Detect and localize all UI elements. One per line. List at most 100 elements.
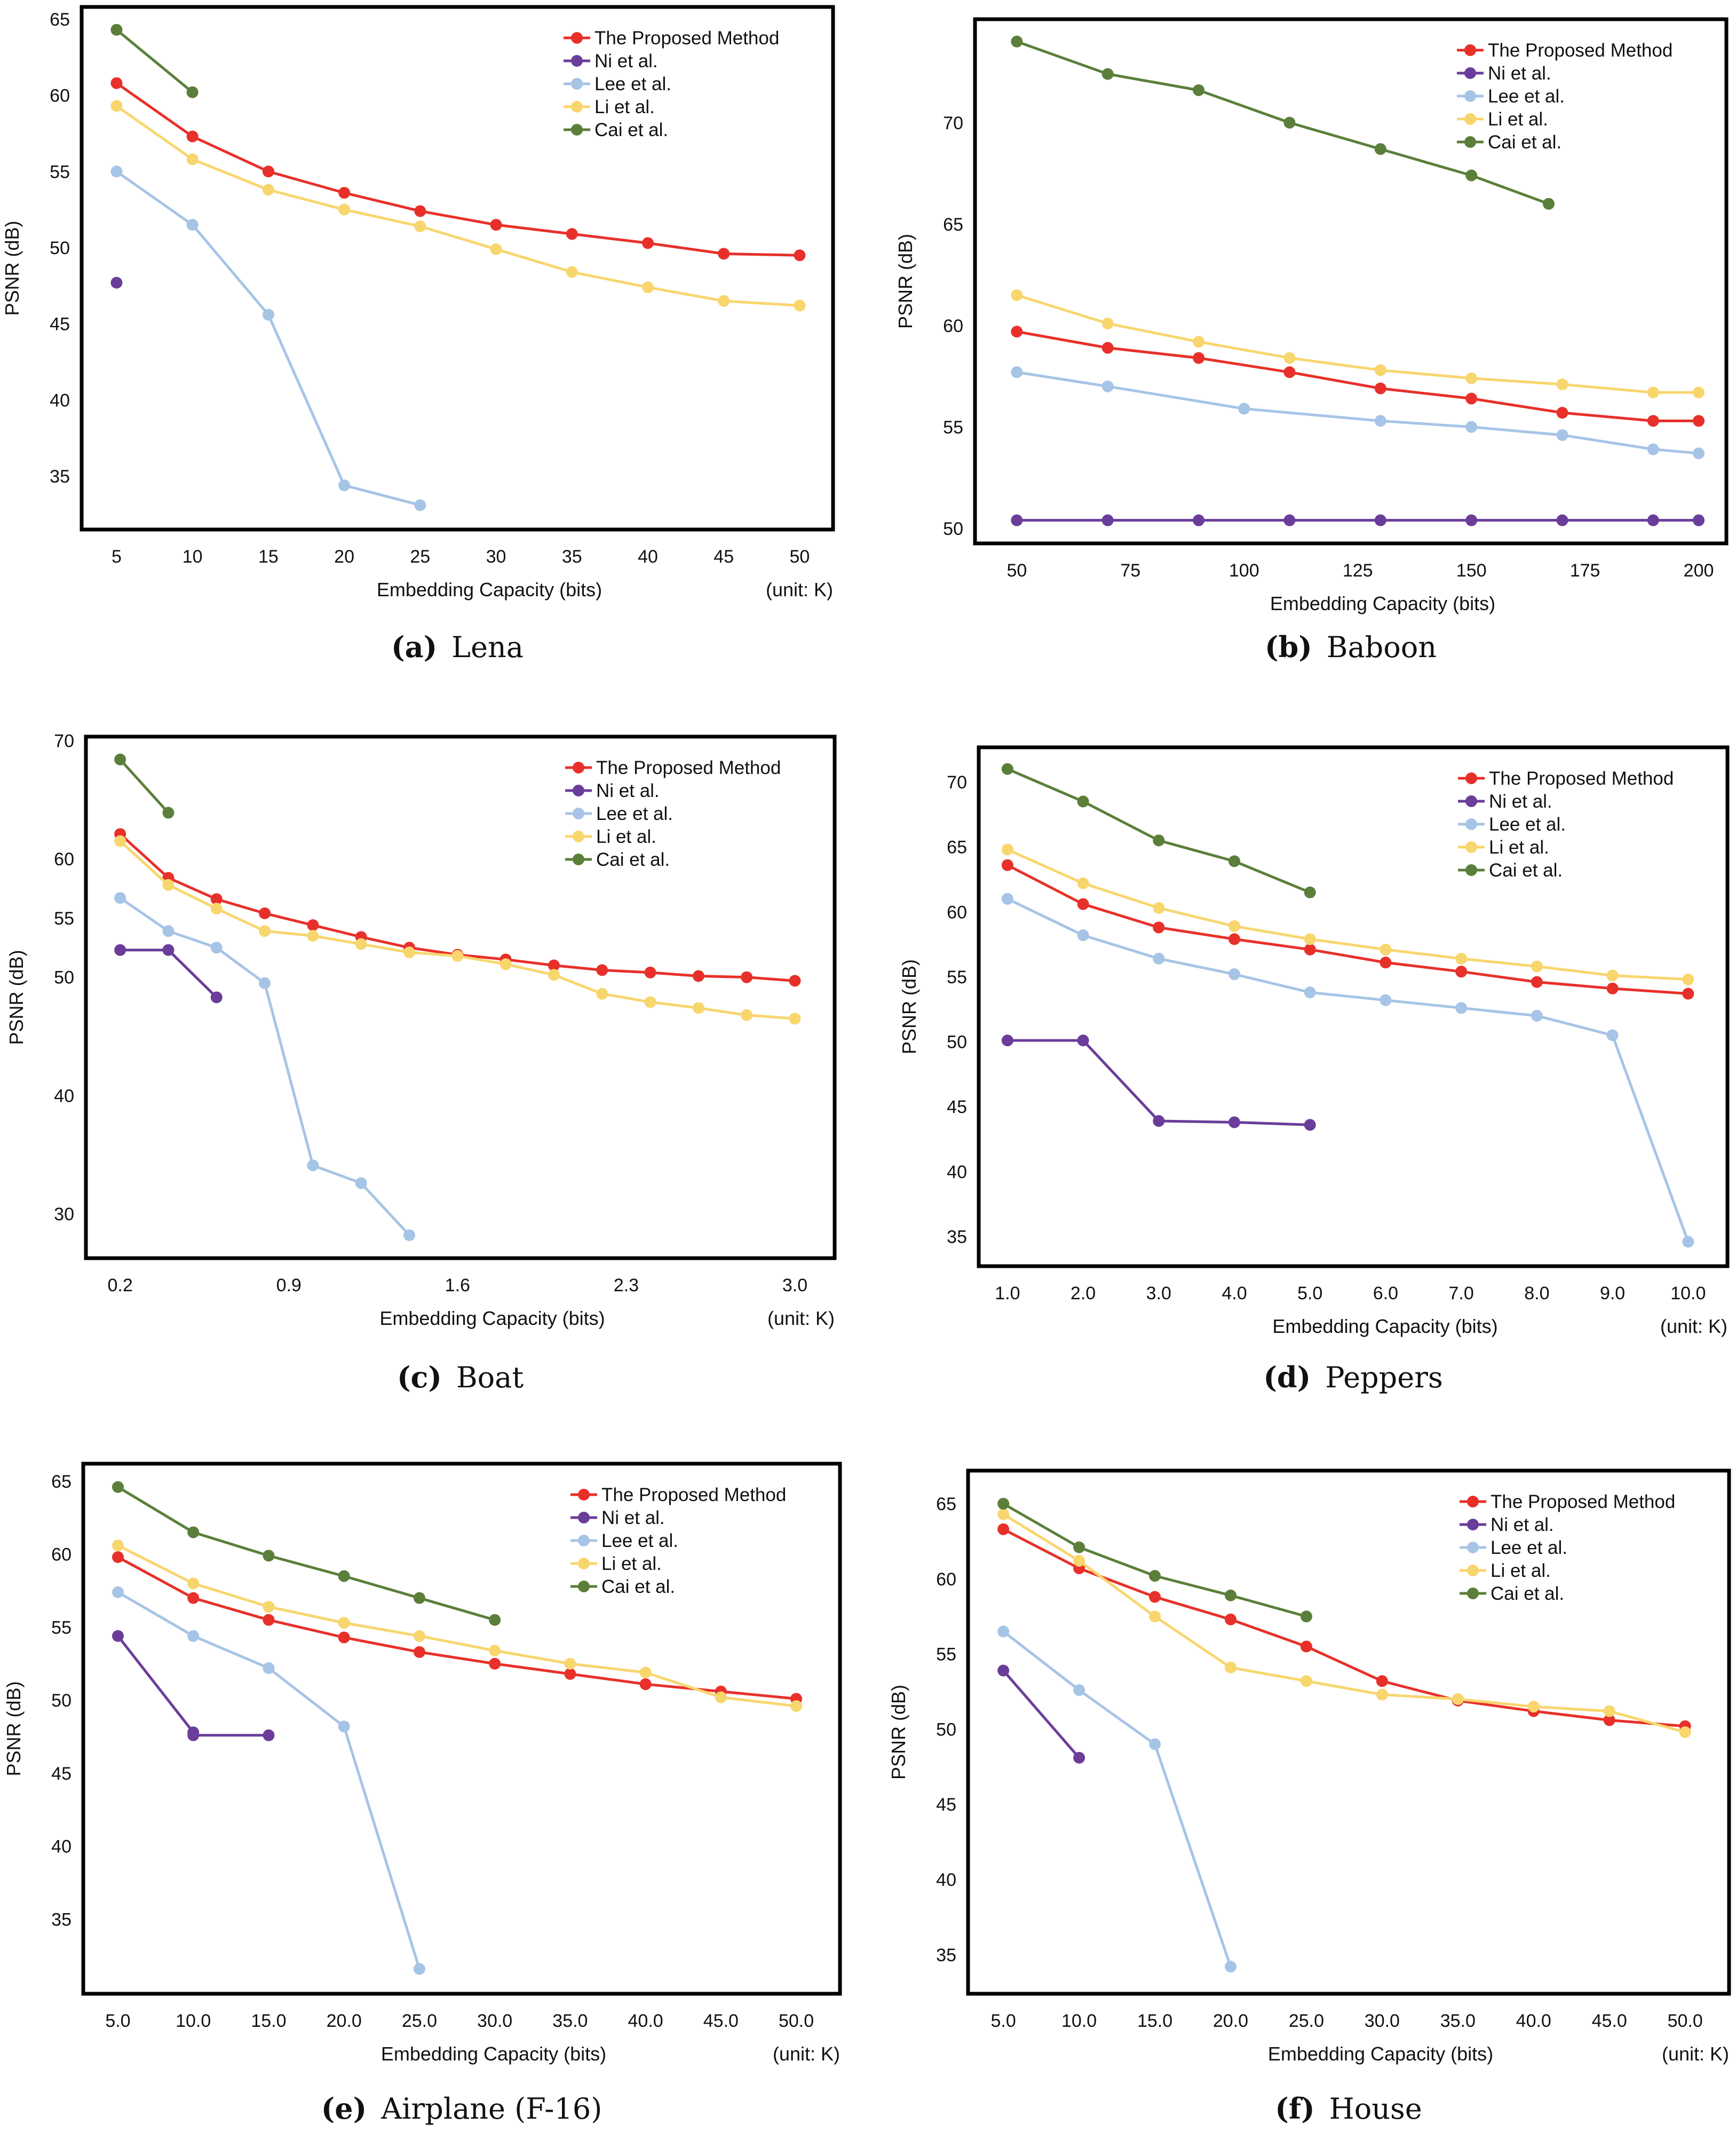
data-point bbox=[1077, 795, 1089, 808]
data-point bbox=[259, 977, 271, 989]
data-point bbox=[1101, 318, 1114, 330]
y-tick-label: 65 bbox=[936, 1494, 956, 1514]
legend-label: Cai et al. bbox=[1488, 132, 1561, 153]
data-point bbox=[1682, 1236, 1694, 1248]
series-line bbox=[117, 1591, 421, 1970]
data-point bbox=[1647, 443, 1659, 455]
legend-swatch-marker bbox=[1464, 67, 1476, 79]
data-point bbox=[997, 1497, 1010, 1510]
data-point bbox=[1149, 1738, 1161, 1750]
data-point bbox=[1556, 429, 1568, 441]
data-point bbox=[263, 1614, 275, 1626]
legend-item: Li et al. bbox=[1457, 109, 1548, 130]
legend-swatch-marker bbox=[578, 1558, 590, 1569]
data-point bbox=[1647, 415, 1659, 427]
legend-swatch-marker bbox=[1467, 1519, 1479, 1530]
data-point bbox=[1228, 920, 1241, 933]
data-point bbox=[414, 205, 426, 217]
data-point bbox=[210, 991, 223, 1004]
data-point bbox=[1465, 514, 1478, 526]
data-point bbox=[110, 77, 123, 89]
legend-label: The Proposed Method bbox=[596, 757, 781, 778]
data-point bbox=[259, 907, 271, 919]
legend-label: Ni et al. bbox=[1491, 1514, 1554, 1535]
legend-swatch-marker bbox=[1467, 1496, 1479, 1507]
series-cai-et-al- bbox=[1001, 763, 1316, 898]
x-tick-label: 10.0 bbox=[1670, 1283, 1706, 1304]
legend-item: Cai et al. bbox=[570, 1576, 675, 1597]
data-point bbox=[1011, 514, 1023, 526]
data-point bbox=[1465, 372, 1478, 384]
x-tick-label: 45 bbox=[714, 547, 734, 567]
data-point bbox=[114, 892, 126, 904]
data-point bbox=[413, 1592, 425, 1604]
series-li-et-al- bbox=[1001, 843, 1694, 985]
data-point bbox=[114, 835, 126, 847]
data-point bbox=[1283, 352, 1296, 364]
data-point bbox=[1374, 514, 1386, 526]
x-tick-label: 20.0 bbox=[1213, 2011, 1248, 2031]
legend-item: Lee et al. bbox=[565, 803, 673, 824]
data-point bbox=[715, 1691, 727, 1703]
y-tick-label: 50 bbox=[54, 968, 74, 988]
x-axis-label: Embedding Capacity (bits) bbox=[381, 2043, 606, 2065]
legend-label: The Proposed Method bbox=[1491, 1491, 1675, 1512]
series-li-et-al- bbox=[112, 1539, 803, 1712]
data-point bbox=[1647, 514, 1659, 526]
series-lee-et-al- bbox=[1001, 893, 1694, 1248]
data-point bbox=[1606, 1029, 1619, 1041]
data-point bbox=[338, 1631, 350, 1644]
data-point bbox=[263, 1550, 275, 1562]
x-tick-label: 40.0 bbox=[628, 2011, 663, 2031]
data-point bbox=[794, 299, 806, 312]
data-point bbox=[1603, 1714, 1615, 1726]
x-axis-label: Embedding Capacity (bits) bbox=[377, 579, 602, 601]
x-tick-label: 50 bbox=[790, 547, 810, 567]
x-tick-label: 10.0 bbox=[1061, 2011, 1097, 2031]
y-tick-label: 50 bbox=[50, 238, 70, 258]
unit-note: (unit: K) bbox=[1660, 1315, 1727, 1337]
data-point bbox=[162, 807, 175, 819]
data-point bbox=[355, 1177, 367, 1189]
data-point bbox=[1603, 1705, 1615, 1717]
data-point bbox=[566, 228, 578, 240]
chart-panel-house: 35 40 45 50 55 60 65 5.0 10.0 15.0 20.0 25.0 30.0 35.… bbox=[887, 1468, 1731, 2065]
x-tick-label: 8.0 bbox=[1524, 1283, 1549, 1304]
subfigure-caption: (d) Peppers bbox=[1263, 1360, 1442, 1394]
data-point bbox=[413, 1963, 425, 1975]
legend-label: Cai et al. bbox=[1491, 1583, 1564, 1604]
y-tick-label: 40 bbox=[936, 1870, 956, 1890]
series-ni-et-al- bbox=[1011, 514, 1705, 526]
legend-swatch-marker bbox=[571, 101, 583, 113]
data-point bbox=[187, 1592, 200, 1604]
data-point bbox=[1465, 169, 1478, 181]
data-point bbox=[338, 479, 351, 492]
data-point bbox=[997, 1508, 1010, 1520]
series-li-et-al- bbox=[997, 1508, 1691, 1738]
data-point bbox=[639, 1667, 652, 1679]
data-point bbox=[692, 1002, 704, 1014]
y-tick-label: 45 bbox=[936, 1795, 956, 1815]
data-point bbox=[451, 950, 464, 962]
data-point bbox=[1101, 342, 1114, 354]
y-tick-label: 50 bbox=[51, 1691, 72, 1711]
data-point bbox=[1228, 933, 1241, 945]
y-tick-label: 60 bbox=[54, 849, 74, 870]
data-point bbox=[110, 277, 123, 289]
x-tick-label: 15 bbox=[258, 547, 279, 567]
y-axis-label: PSNR (dB) bbox=[3, 1681, 25, 1776]
y-tick-label: 70 bbox=[943, 113, 963, 133]
series-ni-et-al- bbox=[1001, 1035, 1316, 1131]
data-point bbox=[1001, 763, 1013, 775]
data-point bbox=[644, 966, 656, 978]
data-point bbox=[1556, 407, 1568, 419]
plot-frame bbox=[80, 5, 835, 532]
data-point bbox=[1527, 1701, 1540, 1713]
x-tick-label: 35 bbox=[562, 547, 582, 567]
data-point bbox=[1228, 968, 1241, 981]
data-point bbox=[1693, 447, 1705, 460]
data-point bbox=[1376, 1675, 1388, 1687]
y-tick-label: 70 bbox=[947, 772, 967, 793]
caption-letter: (f) bbox=[1275, 2091, 1315, 2126]
